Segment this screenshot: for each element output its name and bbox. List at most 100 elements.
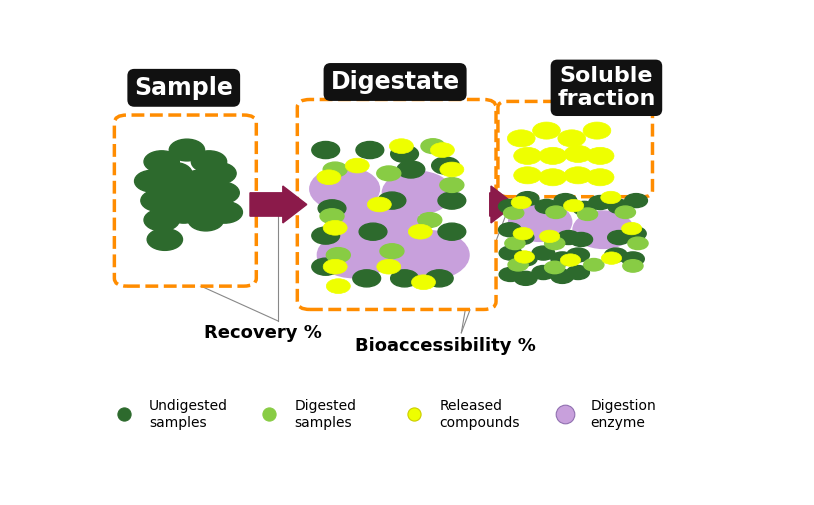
Circle shape — [323, 162, 347, 177]
Circle shape — [535, 199, 558, 214]
Circle shape — [317, 232, 391, 278]
Circle shape — [514, 167, 541, 184]
Circle shape — [438, 223, 466, 240]
Circle shape — [540, 230, 560, 242]
Circle shape — [558, 230, 580, 244]
Text: Digestion
enzyme: Digestion enzyme — [591, 399, 656, 430]
Circle shape — [391, 231, 469, 279]
Circle shape — [141, 190, 176, 212]
Circle shape — [188, 209, 224, 231]
Circle shape — [144, 209, 179, 231]
Circle shape — [509, 203, 571, 241]
Circle shape — [438, 192, 466, 209]
Circle shape — [514, 252, 537, 266]
Circle shape — [204, 182, 239, 204]
FancyArrow shape — [490, 186, 515, 223]
Circle shape — [539, 147, 567, 165]
Circle shape — [608, 199, 630, 214]
Circle shape — [539, 169, 567, 186]
Circle shape — [628, 237, 648, 249]
Circle shape — [383, 171, 452, 214]
Circle shape — [567, 248, 589, 262]
Circle shape — [583, 122, 610, 139]
Text: Soluble
fraction: Soluble fraction — [558, 66, 655, 110]
Circle shape — [166, 201, 201, 223]
Circle shape — [551, 252, 574, 266]
Circle shape — [191, 151, 226, 173]
Circle shape — [147, 229, 182, 250]
Circle shape — [391, 145, 418, 163]
Circle shape — [623, 260, 643, 272]
Circle shape — [163, 182, 199, 204]
Circle shape — [589, 195, 611, 210]
Circle shape — [380, 244, 404, 259]
Circle shape — [511, 230, 534, 244]
Circle shape — [312, 227, 339, 244]
Circle shape — [573, 211, 633, 248]
Circle shape — [615, 206, 636, 219]
Circle shape — [622, 252, 644, 266]
Circle shape — [554, 193, 577, 208]
Circle shape — [201, 163, 236, 184]
Circle shape — [185, 190, 221, 212]
Point — [559, 411, 572, 419]
Circle shape — [546, 206, 566, 219]
Circle shape — [511, 196, 532, 209]
Circle shape — [560, 254, 580, 266]
Circle shape — [144, 151, 179, 173]
Circle shape — [504, 207, 523, 219]
Point — [408, 411, 421, 419]
Circle shape — [426, 270, 453, 287]
Circle shape — [359, 223, 387, 240]
Circle shape — [505, 237, 525, 249]
Circle shape — [431, 142, 454, 158]
Circle shape — [345, 158, 370, 173]
Point — [117, 411, 130, 419]
Circle shape — [516, 191, 539, 206]
Circle shape — [586, 147, 614, 165]
Circle shape — [431, 157, 459, 174]
Text: Digestate: Digestate — [330, 70, 460, 94]
Circle shape — [532, 122, 560, 139]
Point — [262, 411, 275, 419]
Circle shape — [605, 248, 628, 262]
Text: Bioaccessibility %: Bioaccessibility % — [355, 337, 536, 356]
Circle shape — [310, 168, 379, 210]
Circle shape — [182, 170, 217, 192]
FancyArrow shape — [250, 186, 307, 223]
Circle shape — [514, 271, 537, 285]
Text: Released
compounds: Released compounds — [440, 399, 520, 430]
Circle shape — [207, 201, 243, 223]
Circle shape — [397, 161, 425, 178]
Text: Undigested
samples: Undigested samples — [149, 399, 228, 430]
Circle shape — [513, 227, 533, 240]
Circle shape — [169, 139, 204, 161]
Circle shape — [352, 270, 381, 287]
Circle shape — [601, 191, 621, 204]
Circle shape — [317, 170, 341, 185]
Circle shape — [339, 198, 420, 249]
FancyBboxPatch shape — [297, 99, 496, 310]
Circle shape — [412, 275, 435, 290]
Circle shape — [312, 141, 339, 159]
Circle shape — [421, 139, 445, 154]
Circle shape — [624, 193, 647, 208]
Circle shape — [440, 178, 464, 192]
Circle shape — [499, 246, 522, 260]
FancyBboxPatch shape — [114, 115, 256, 286]
Text: Recovery %: Recovery % — [204, 324, 322, 342]
Circle shape — [323, 259, 347, 274]
Circle shape — [514, 147, 541, 165]
FancyBboxPatch shape — [498, 102, 653, 196]
Circle shape — [567, 266, 589, 280]
Circle shape — [312, 258, 339, 275]
Circle shape — [558, 130, 585, 147]
Circle shape — [563, 199, 584, 212]
Circle shape — [356, 141, 383, 159]
Circle shape — [134, 170, 170, 192]
Circle shape — [622, 222, 641, 235]
Circle shape — [573, 201, 596, 215]
Circle shape — [377, 259, 400, 274]
Circle shape — [586, 169, 614, 186]
Circle shape — [156, 163, 192, 184]
